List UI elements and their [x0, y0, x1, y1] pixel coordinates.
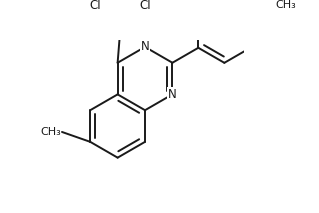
Text: N: N [141, 40, 149, 53]
Text: CH₃: CH₃ [276, 0, 297, 10]
Text: Cl: Cl [90, 0, 101, 12]
Text: Cl: Cl [139, 0, 151, 12]
Text: N: N [168, 88, 177, 101]
Text: CH₃: CH₃ [40, 127, 61, 137]
